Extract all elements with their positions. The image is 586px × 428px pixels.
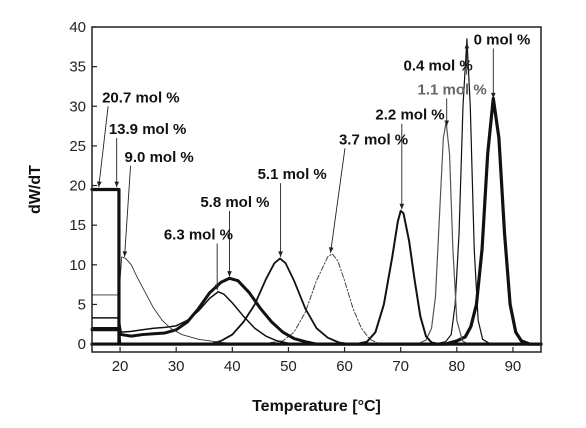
y-tick-label: 0 [78, 336, 86, 353]
annotation-arrowhead [444, 120, 450, 127]
series-label: 2.2 mol % [375, 107, 444, 124]
y-axis-title: dW/dT [27, 165, 44, 214]
annotation-arrows [97, 42, 496, 291]
y-tick-label: 40 [69, 19, 86, 36]
series-line-0-4 [91, 38, 542, 345]
series-line-6-3 [91, 291, 542, 345]
series-line-0 [90, 96, 543, 346]
x-tick-label: 30 [168, 358, 185, 375]
annotation-arrowhead [464, 42, 470, 49]
series-label: 5.1 mol % [258, 166, 327, 183]
series-label: 0 mol % [474, 31, 531, 48]
x-tick-label: 50 [280, 358, 297, 375]
series-line-5-8 [90, 276, 543, 346]
series-line-5-1 [91, 257, 542, 345]
series-line-2-2 [91, 209, 542, 346]
annotation-arrowhead [214, 284, 220, 291]
y-tick-label: 5 [78, 296, 86, 313]
series-label: 13.9 mol % [109, 121, 187, 138]
y-tick-label: 35 [69, 59, 86, 76]
series-label: 0.4 mol % [403, 58, 472, 75]
x-tick-label: 20 [112, 358, 129, 375]
y-tick-label: 30 [69, 98, 86, 115]
annotation-arrowhead [490, 92, 496, 99]
y-tick-label: 20 [69, 178, 86, 195]
annotation-arrowhead [399, 203, 405, 210]
series-line-20-7 [90, 187, 543, 346]
series-label: 5.8 mol % [200, 194, 269, 211]
x-axis-title: Temperature [°C] [252, 398, 381, 415]
series-label: 1.1 mol % [418, 81, 487, 98]
plot-frame [91, 26, 542, 353]
annotation-arrowhead [122, 251, 128, 257]
y-axis: 0 5 10 15 20 25 30 35 40 [69, 19, 97, 353]
series-line-13-9 [90, 327, 543, 346]
y-tick-label: 15 [69, 217, 86, 234]
series-line-9-0 [91, 256, 542, 345]
series-label: 9.0 mol % [125, 149, 194, 166]
annotation-arrow [330, 148, 346, 253]
annotation-arrowhead [227, 271, 232, 277]
x-tick-label: 40 [224, 358, 241, 375]
series-label: 20.7 mol % [102, 89, 180, 106]
annotation-arrowhead [114, 181, 120, 188]
x-tick-label: 90 [505, 358, 522, 375]
series-layer [90, 38, 543, 346]
x-axis: 20 30 40 50 60 70 80 90 [112, 347, 522, 375]
series-label: 6.3 mol % [164, 226, 233, 243]
annotation-arrowhead [328, 247, 334, 253]
x-tick-label: 80 [448, 358, 465, 375]
series-label: 3.7 mol % [339, 131, 408, 148]
annotation-labels: 0 mol %0.4 mol % 1.1 mol % 2.2 mol % 3.7 mo… [102, 31, 530, 243]
annotation-arrowhead [278, 251, 283, 257]
annotation-arrow [98, 106, 109, 188]
annotation-arrowhead [97, 181, 102, 188]
series-line-3-7 [91, 253, 542, 345]
x-tick-label: 70 [392, 358, 409, 375]
annotation-arrow [124, 165, 132, 257]
y-tick-label: 10 [69, 257, 86, 274]
y-tick-label: 25 [69, 138, 86, 155]
x-tick-label: 60 [336, 358, 353, 375]
